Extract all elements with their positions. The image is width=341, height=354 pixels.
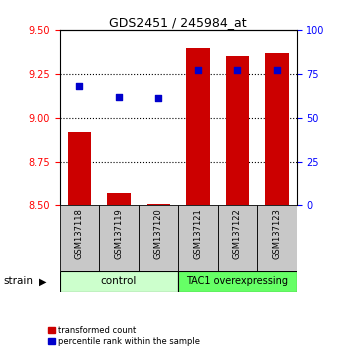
Text: GSM137118: GSM137118	[75, 209, 84, 259]
Point	[156, 96, 161, 101]
Bar	[147, 204, 170, 205]
Bar	[178, 205, 218, 271]
Text: GSM137120: GSM137120	[154, 209, 163, 259]
Title: GDS2451 / 245984_at: GDS2451 / 245984_at	[109, 16, 247, 29]
Text: ▶: ▶	[39, 276, 47, 286]
Bar	[226, 56, 249, 205]
Bar	[60, 205, 99, 271]
Bar	[139, 205, 178, 271]
Bar	[218, 205, 257, 271]
Point	[274, 68, 280, 73]
Text: GSM137123: GSM137123	[272, 209, 281, 259]
Bar	[178, 271, 297, 292]
Text: strain: strain	[3, 276, 33, 286]
Bar	[257, 205, 297, 271]
Text: GSM137122: GSM137122	[233, 209, 242, 259]
Point	[195, 68, 201, 73]
Legend: transformed count, percentile rank within the sample: transformed count, percentile rank withi…	[48, 326, 201, 346]
Text: GSM137119: GSM137119	[115, 209, 123, 259]
Point	[235, 68, 240, 73]
Text: control: control	[101, 276, 137, 286]
Text: GSM137121: GSM137121	[193, 209, 203, 259]
Point	[77, 83, 82, 89]
Text: TAC1 overexpressing: TAC1 overexpressing	[187, 276, 288, 286]
Point	[116, 94, 122, 99]
Bar	[265, 53, 289, 205]
Bar	[186, 47, 210, 205]
Bar	[60, 271, 178, 292]
Bar	[68, 132, 91, 205]
Bar	[99, 205, 139, 271]
Bar	[107, 193, 131, 205]
